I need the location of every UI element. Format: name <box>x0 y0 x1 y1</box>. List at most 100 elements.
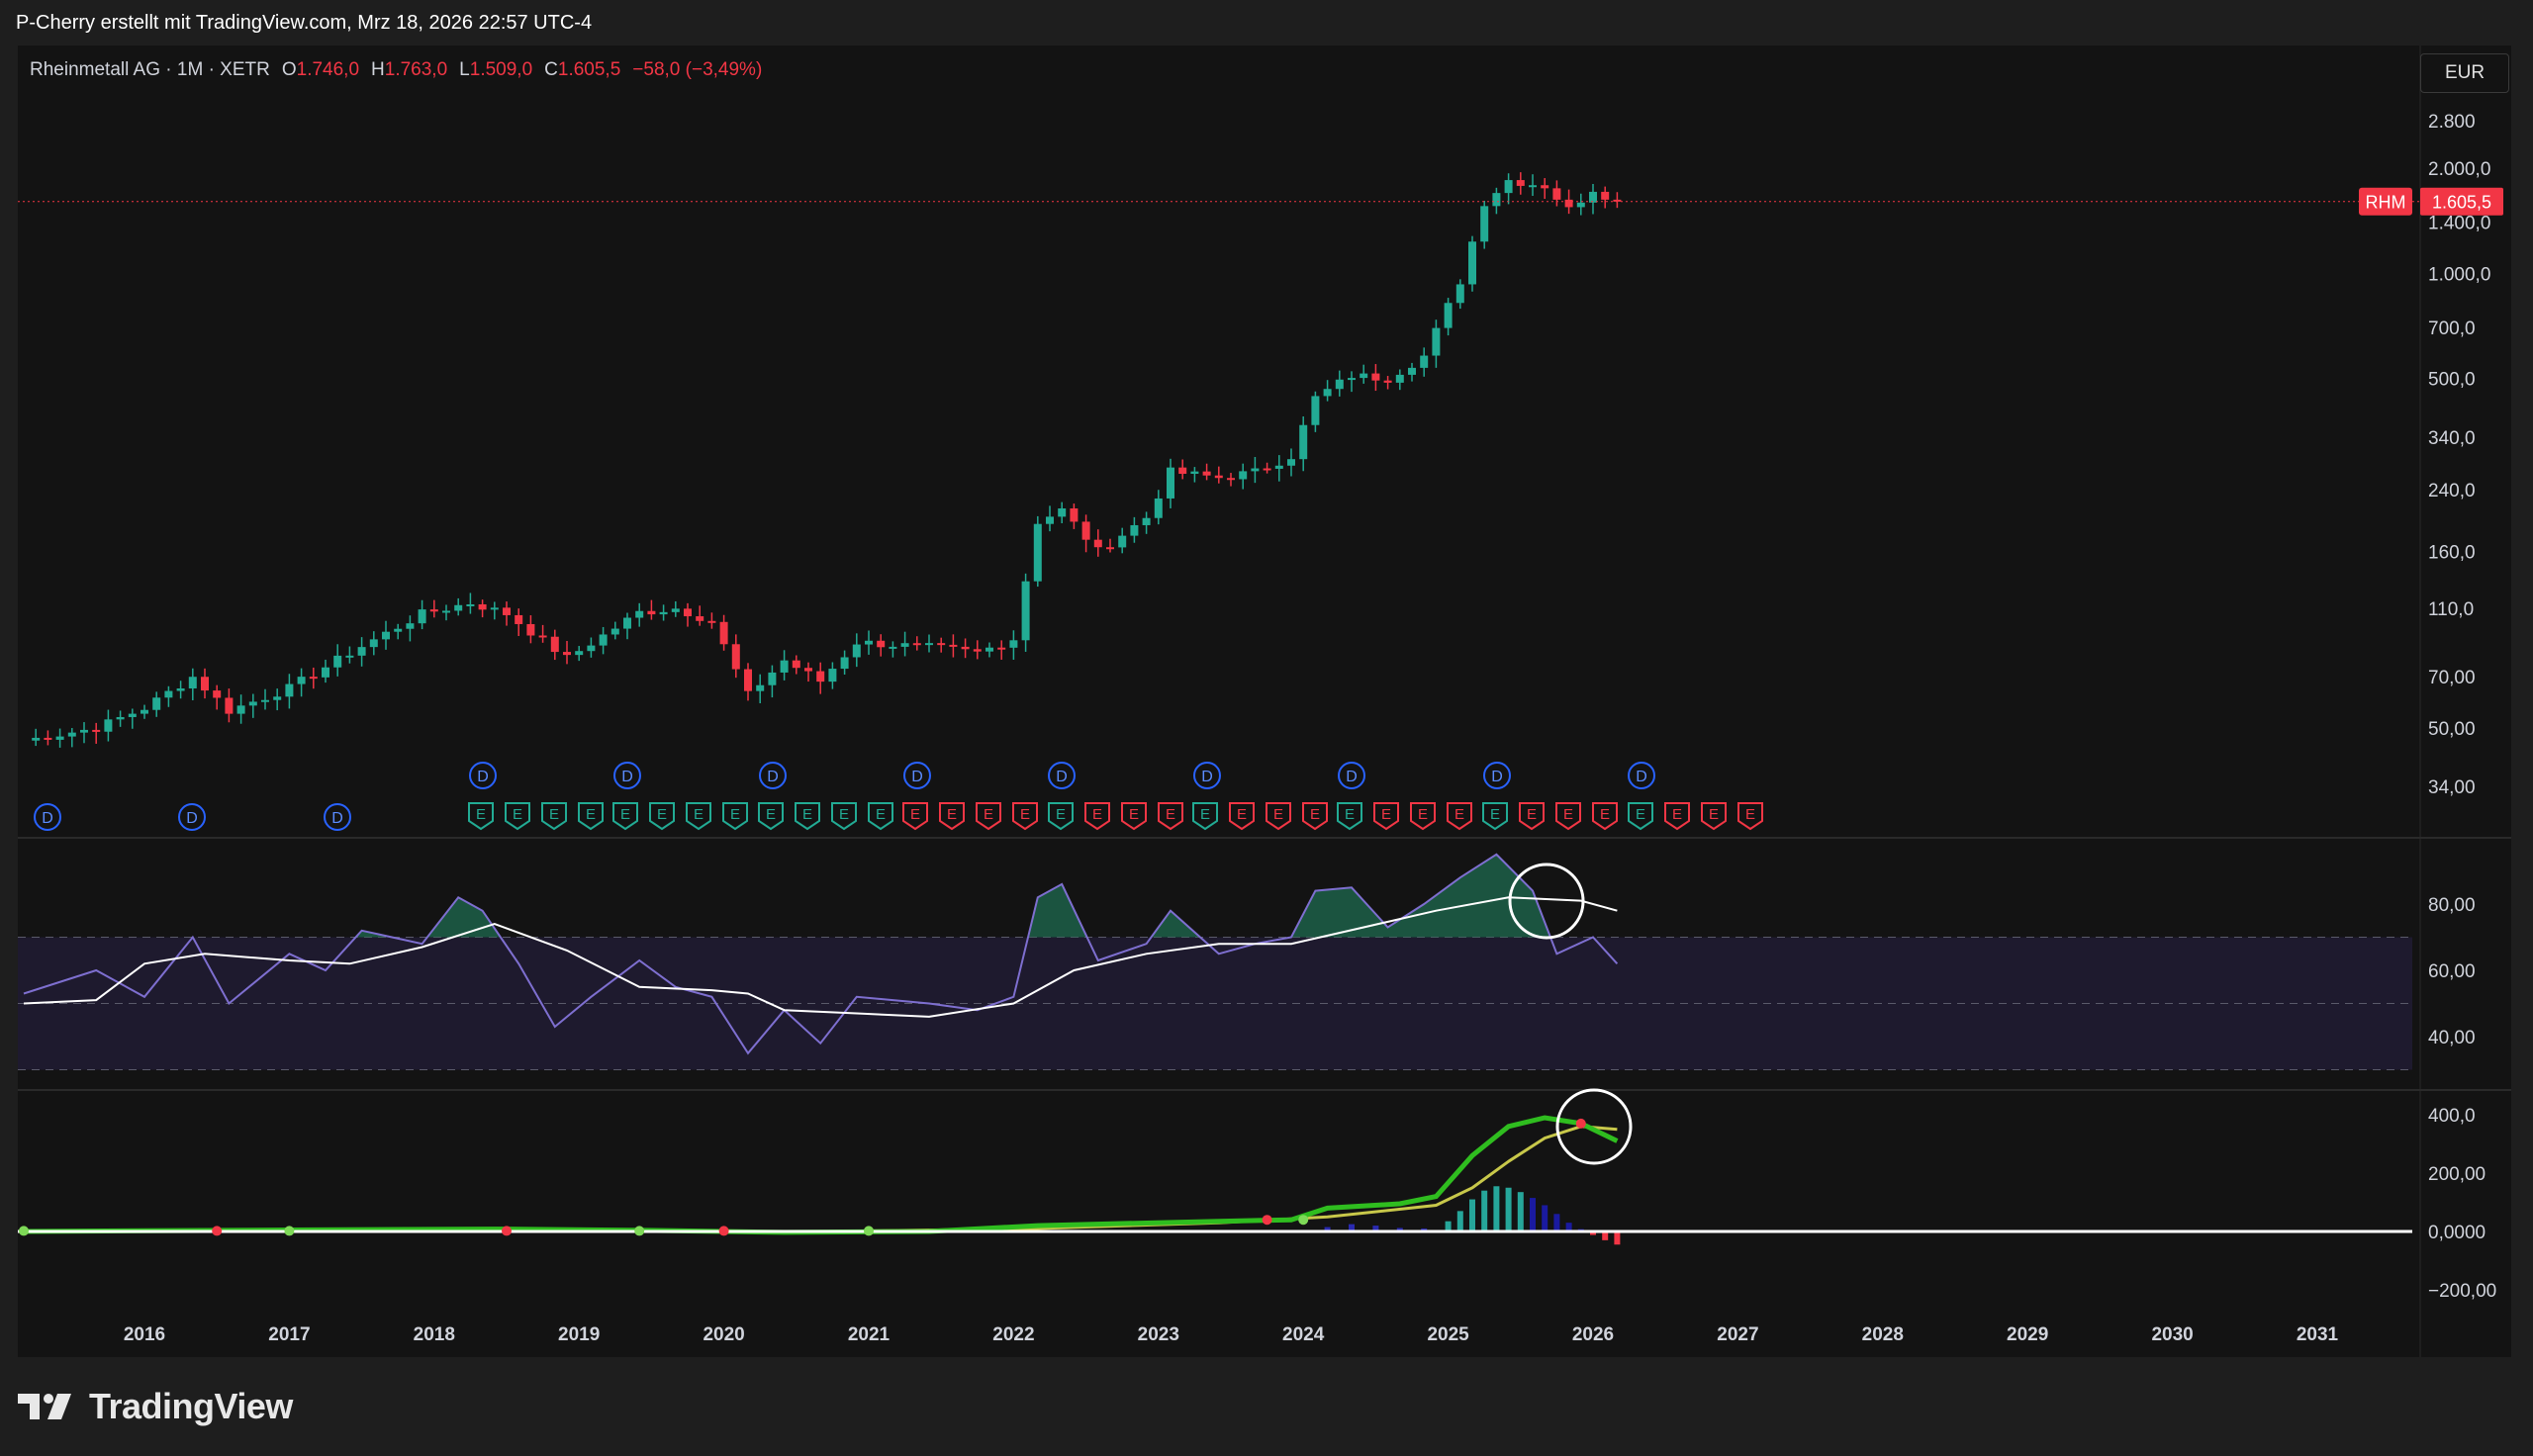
candle <box>1106 538 1114 553</box>
high-value: 1.763,0 <box>384 59 448 80</box>
candle-body <box>647 610 656 615</box>
ticker-tag-bg <box>2359 187 2412 216</box>
earnings-marker-label: E <box>620 806 630 823</box>
earnings-marker: E <box>722 802 748 831</box>
earnings-marker-label: E <box>694 806 704 823</box>
earnings-marker: E <box>649 802 675 831</box>
candle <box>128 708 137 729</box>
currency-button[interactable]: EUR <box>2420 53 2509 93</box>
candle <box>152 691 161 717</box>
macd-cross-dot <box>19 1226 29 1236</box>
histogram-bar <box>1481 1190 1488 1231</box>
earnings-marker-label: E <box>1092 806 1102 823</box>
price-axis-label: 500,0 <box>2428 370 2476 391</box>
candle-body <box>1118 535 1127 548</box>
time-axis-label: 2022 <box>992 1324 1034 1345</box>
candle-body <box>610 628 619 635</box>
candle <box>877 634 886 657</box>
candle <box>1274 455 1283 482</box>
price-axis-label: 1.000,0 <box>2428 264 2490 285</box>
tradingview-logo[interactable]: TradingView <box>18 1385 293 1428</box>
candle <box>322 659 329 683</box>
candle-body <box>780 660 789 673</box>
earnings-marker-shape <box>1447 802 1472 831</box>
candle <box>1492 187 1501 215</box>
candle-body <box>1263 468 1271 471</box>
candle <box>684 602 692 627</box>
earnings-marker: E <box>1192 802 1218 831</box>
dividend-marker-label: D <box>621 769 633 785</box>
candle-body <box>261 699 269 702</box>
candle <box>261 688 269 710</box>
histogram-bar <box>1324 1227 1331 1231</box>
candle <box>1395 369 1404 391</box>
candle <box>852 633 861 668</box>
candle-body <box>1576 202 1585 208</box>
candle <box>490 601 499 620</box>
earnings-marker-shape <box>1337 802 1362 831</box>
histogram-bar <box>1372 1226 1379 1231</box>
histogram-bar <box>1445 1221 1452 1231</box>
candle-body <box>55 736 64 740</box>
candle-body <box>1154 498 1163 518</box>
earnings-marker-shape <box>1701 802 1727 831</box>
earnings-marker-label: E <box>1020 806 1030 823</box>
earnings-marker: E <box>1012 802 1038 831</box>
low-label: L <box>459 59 470 80</box>
candle <box>1468 235 1476 292</box>
candle <box>731 634 740 679</box>
candle-body <box>1009 640 1018 648</box>
candle <box>418 599 426 630</box>
macd-cross-dot <box>1575 1118 1586 1129</box>
earnings-marker: E <box>1628 802 1653 831</box>
earnings-marker-shape <box>1084 802 1110 831</box>
dividend-marker-label: D <box>477 769 489 785</box>
earnings-marker-shape <box>1266 802 1291 831</box>
earnings-marker-label: E <box>1636 806 1645 823</box>
symbol-label[interactable]: Rheinmetall AG · 1M · XETR <box>30 59 270 80</box>
candle-body <box>973 649 982 652</box>
dividend-marker-label: D <box>1491 769 1503 785</box>
last-price-tag: RHM 1.605,5 <box>2359 187 2503 216</box>
candle <box>635 602 644 627</box>
earnings-marker-label: E <box>947 806 957 823</box>
candle-body <box>466 603 475 606</box>
candle <box>997 640 1006 660</box>
earnings-marker-label: E <box>876 806 886 823</box>
candle-body <box>659 611 668 615</box>
candle <box>164 685 173 707</box>
dividend-marker-label: D <box>42 810 53 827</box>
price-axis-label: 50,00 <box>2428 719 2476 740</box>
candle <box>1214 466 1223 484</box>
candle-body <box>768 672 777 685</box>
candle <box>1613 192 1622 209</box>
time-axis-label: 2029 <box>2007 1324 2048 1345</box>
time-axis-label: 2027 <box>1717 1324 1758 1345</box>
earnings-marker: E <box>612 802 638 831</box>
candle <box>828 662 837 689</box>
candle-body <box>1214 475 1223 479</box>
candle-body <box>418 609 426 624</box>
earnings-marker-shape <box>1410 802 1436 831</box>
candle <box>333 644 342 677</box>
candle <box>804 662 812 682</box>
candle-body <box>152 697 161 710</box>
earnings-marker-label: E <box>1273 806 1283 823</box>
earnings-marker-label: E <box>1745 806 1755 823</box>
rsi-axis-label: 40,00 <box>2428 1028 2476 1048</box>
candle-body <box>490 607 499 610</box>
histogram-bar <box>1493 1186 1500 1231</box>
close-value: 1.605,5 <box>557 59 621 80</box>
candle-body <box>526 623 535 636</box>
candle <box>429 599 438 618</box>
price-axis-label: 1.400,0 <box>2428 214 2490 234</box>
candle <box>297 668 306 697</box>
change-value: −58,0 (−3,49%) <box>632 59 763 80</box>
earnings-marker-label: E <box>513 806 522 823</box>
earnings-marker: E <box>1266 802 1291 831</box>
price-tag-text: 1.605,5 <box>2432 193 2491 213</box>
dividend-marker: D <box>1193 762 1221 789</box>
candle-body <box>1178 467 1187 475</box>
earnings-marker-label: E <box>1709 806 1719 823</box>
